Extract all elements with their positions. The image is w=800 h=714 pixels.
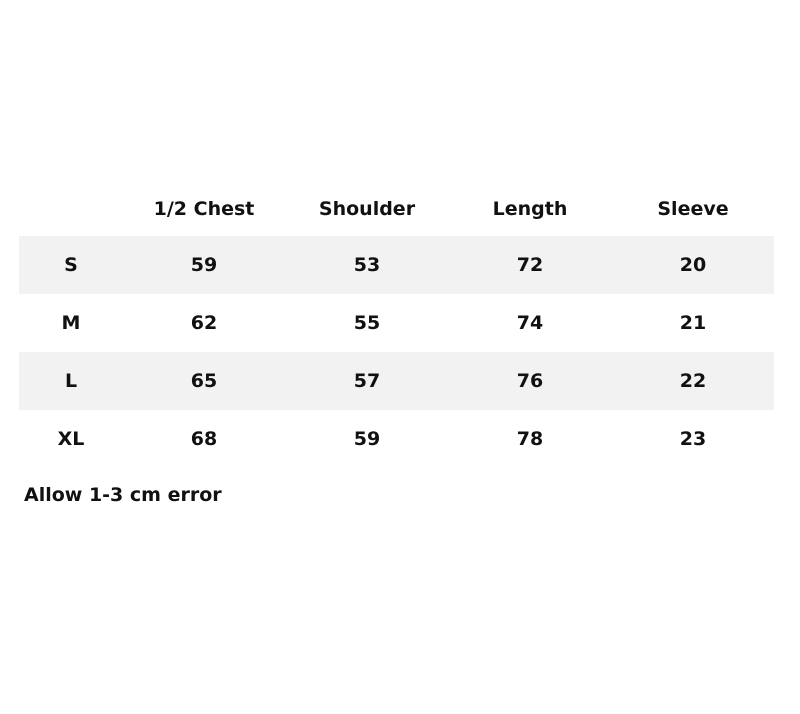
shoulder-cell: 55 (353, 312, 381, 334)
chest-cell: 65 (190, 370, 218, 392)
shoulder-cell: 53 (353, 254, 381, 276)
table-row: M 62 55 74 21 (19, 294, 774, 352)
header-shoulder: Shoulder (318, 198, 416, 220)
table-row: S 59 53 72 20 (19, 236, 774, 294)
sleeve-cell: 22 (679, 370, 707, 392)
header-chest: 1/2 Chest (153, 198, 255, 220)
sleeve-cell: 20 (679, 254, 707, 276)
chest-cell: 68 (190, 428, 218, 450)
length-cell: 76 (516, 370, 544, 392)
chest-cell: 62 (190, 312, 218, 334)
size-cell: L (64, 370, 78, 392)
chest-cell: 59 (190, 254, 218, 276)
header-length: Length (492, 198, 568, 220)
header-row: 1/2 Chest Shoulder Length Sleeve (19, 180, 774, 238)
length-cell: 78 (516, 428, 544, 450)
sleeve-cell: 23 (679, 428, 707, 450)
size-cell: M (61, 312, 81, 334)
table-row: L 65 57 76 22 (19, 352, 774, 410)
size-cell: XL (57, 428, 85, 450)
shoulder-cell: 59 (353, 428, 381, 450)
sleeve-cell: 21 (679, 312, 707, 334)
length-cell: 74 (516, 312, 544, 334)
table-row: XL 68 59 78 23 (19, 410, 774, 468)
length-cell: 72 (516, 254, 544, 276)
tolerance-note: Allow 1-3 cm error (24, 484, 222, 506)
shoulder-cell: 57 (353, 370, 381, 392)
size-cell: S (64, 254, 78, 276)
header-sleeve: Sleeve (657, 198, 729, 220)
